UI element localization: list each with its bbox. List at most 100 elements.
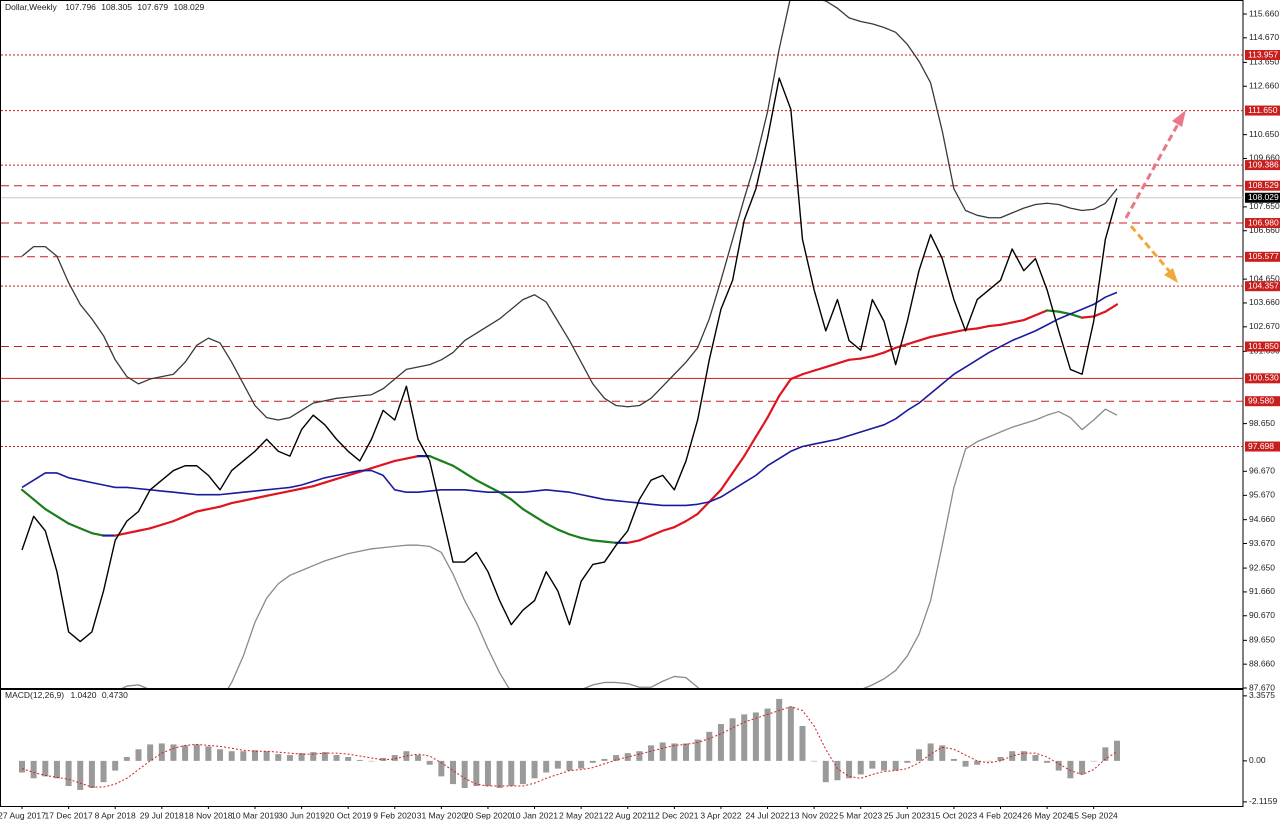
- ma-segment: [754, 416, 769, 438]
- level-label-box: [1245, 160, 1280, 171]
- macd-bar: [659, 742, 666, 761]
- macd-bar: [846, 760, 853, 779]
- macd-bar: [578, 760, 585, 769]
- macd-bar: [356, 759, 363, 761]
- level-label-box: [1245, 218, 1280, 229]
- ma-segment: [743, 435, 757, 458]
- ma-segment: [312, 481, 326, 488]
- x-tick-label: 13 Nov 2022: [790, 810, 838, 820]
- x-tick-label: 25 Jun 2023: [884, 810, 931, 820]
- ma-segment: [1080, 315, 1095, 319]
- chart-header: Dollar,Weekly 107.796 108.305 107.679 10…: [5, 2, 205, 12]
- ma-segment: [917, 335, 932, 342]
- ma-segment: [440, 459, 455, 467]
- ma-segment: [253, 494, 268, 500]
- ma-segment: [300, 485, 315, 490]
- x-tick-label: 26 May 2024: [1023, 810, 1072, 820]
- x-tick-label: 10 Jan 2021: [511, 810, 558, 820]
- macd-bar: [811, 760, 818, 762]
- level-label: 111.650: [1248, 105, 1278, 115]
- macd-bar: [892, 760, 899, 771]
- macd-bar: [275, 754, 282, 761]
- macd-bar: [1020, 751, 1027, 761]
- x-tick-label: 30 Jun 2019: [278, 810, 325, 820]
- macd-bar: [834, 760, 841, 781]
- ma-segment: [195, 507, 210, 513]
- macd-bar: [706, 731, 713, 761]
- macd-bar: [53, 760, 60, 779]
- x-tick-label: 20 Oct 2019: [325, 810, 372, 820]
- ma-segment: [218, 501, 233, 508]
- ma-segment: [277, 489, 292, 495]
- ma-segment: [941, 330, 956, 336]
- level-label: 113.957: [1248, 49, 1278, 59]
- ma-segment: [172, 515, 187, 523]
- macd-bar: [193, 744, 200, 761]
- ma-segment: [498, 491, 513, 501]
- x-tick-label: 27 Aug 2017: [0, 810, 46, 820]
- macd-bar: [345, 757, 352, 761]
- macd-bar: [1102, 747, 1109, 761]
- y-tick-label: 113.650: [1249, 57, 1279, 67]
- ma-segment: [952, 328, 967, 334]
- macd-plot: [19, 698, 1120, 790]
- macd-bar: [310, 752, 317, 761]
- level-label: 101.850: [1248, 341, 1279, 351]
- macd-bar: [671, 743, 678, 761]
- macd-bar: [461, 760, 468, 788]
- ma-segment: [649, 529, 664, 537]
- macd-bar: [997, 757, 1004, 761]
- macd-bar: [321, 752, 328, 761]
- macd-y-tick-label: 3.3575: [1249, 690, 1275, 700]
- ma-segment: [1057, 310, 1072, 316]
- level-label: 109.386: [1248, 159, 1279, 169]
- y-tick-label: 90.670: [1249, 610, 1275, 620]
- macd-bar: [473, 760, 480, 787]
- ma-segment: [207, 505, 222, 511]
- ma-segment: [999, 321, 1014, 326]
- close: 108.029: [174, 2, 205, 12]
- macd-bar: [881, 760, 888, 771]
- low: 107.679: [137, 2, 168, 12]
- ma-segment: [696, 500, 711, 516]
- ma-segment: [183, 510, 198, 518]
- ma-segment: [568, 533, 583, 540]
- macd-bar: [205, 746, 212, 761]
- macd-bar: [1079, 760, 1086, 775]
- x-tick-label: 8 Apr 2018: [95, 810, 136, 820]
- ma-segment: [603, 540, 618, 544]
- macd-bar: [1044, 760, 1051, 763]
- ma-segment: [405, 455, 420, 460]
- ma-segment: [79, 527, 93, 535]
- ma-segment: [871, 351, 886, 358]
- x-tick-label: 24 Jul 2022: [746, 810, 790, 820]
- up-arrow-line: [1124, 123, 1180, 219]
- macd-header: MACD(12,26,9) 1.0420 0.4730: [5, 690, 128, 700]
- macd-bar: [776, 698, 783, 761]
- ma-segment: [580, 536, 594, 542]
- x-tick-label: 10 Mar 2019: [231, 810, 279, 820]
- current-price-box: [1245, 192, 1280, 203]
- macd-bar: [939, 745, 946, 761]
- ma-segment: [393, 457, 408, 463]
- ma-segment: [789, 373, 804, 381]
- macd-bar: [729, 718, 736, 761]
- ma-segment: [90, 532, 105, 537]
- macd-bar: [77, 760, 84, 790]
- y-tick-label: 94.660: [1249, 514, 1275, 524]
- macd-bar: [764, 708, 771, 761]
- macd-bar: [531, 760, 538, 779]
- ma-segment: [684, 512, 699, 523]
- x-tick-label: 12 Dec 2021: [650, 810, 698, 820]
- macd-y-tick-label: 0.00: [1249, 755, 1266, 765]
- ma-segment: [137, 527, 152, 532]
- macd-bar: [147, 744, 154, 761]
- projection-arrows: [1124, 110, 1186, 283]
- macd-bar: [682, 743, 689, 761]
- indicator-line: [21, 291, 1118, 507]
- x-tick-label: 29 Jul 2018: [140, 810, 184, 820]
- level-label-box: [1245, 180, 1280, 191]
- x-tick-label: 17 Dec 2017: [44, 810, 92, 820]
- ma-segment: [125, 529, 140, 535]
